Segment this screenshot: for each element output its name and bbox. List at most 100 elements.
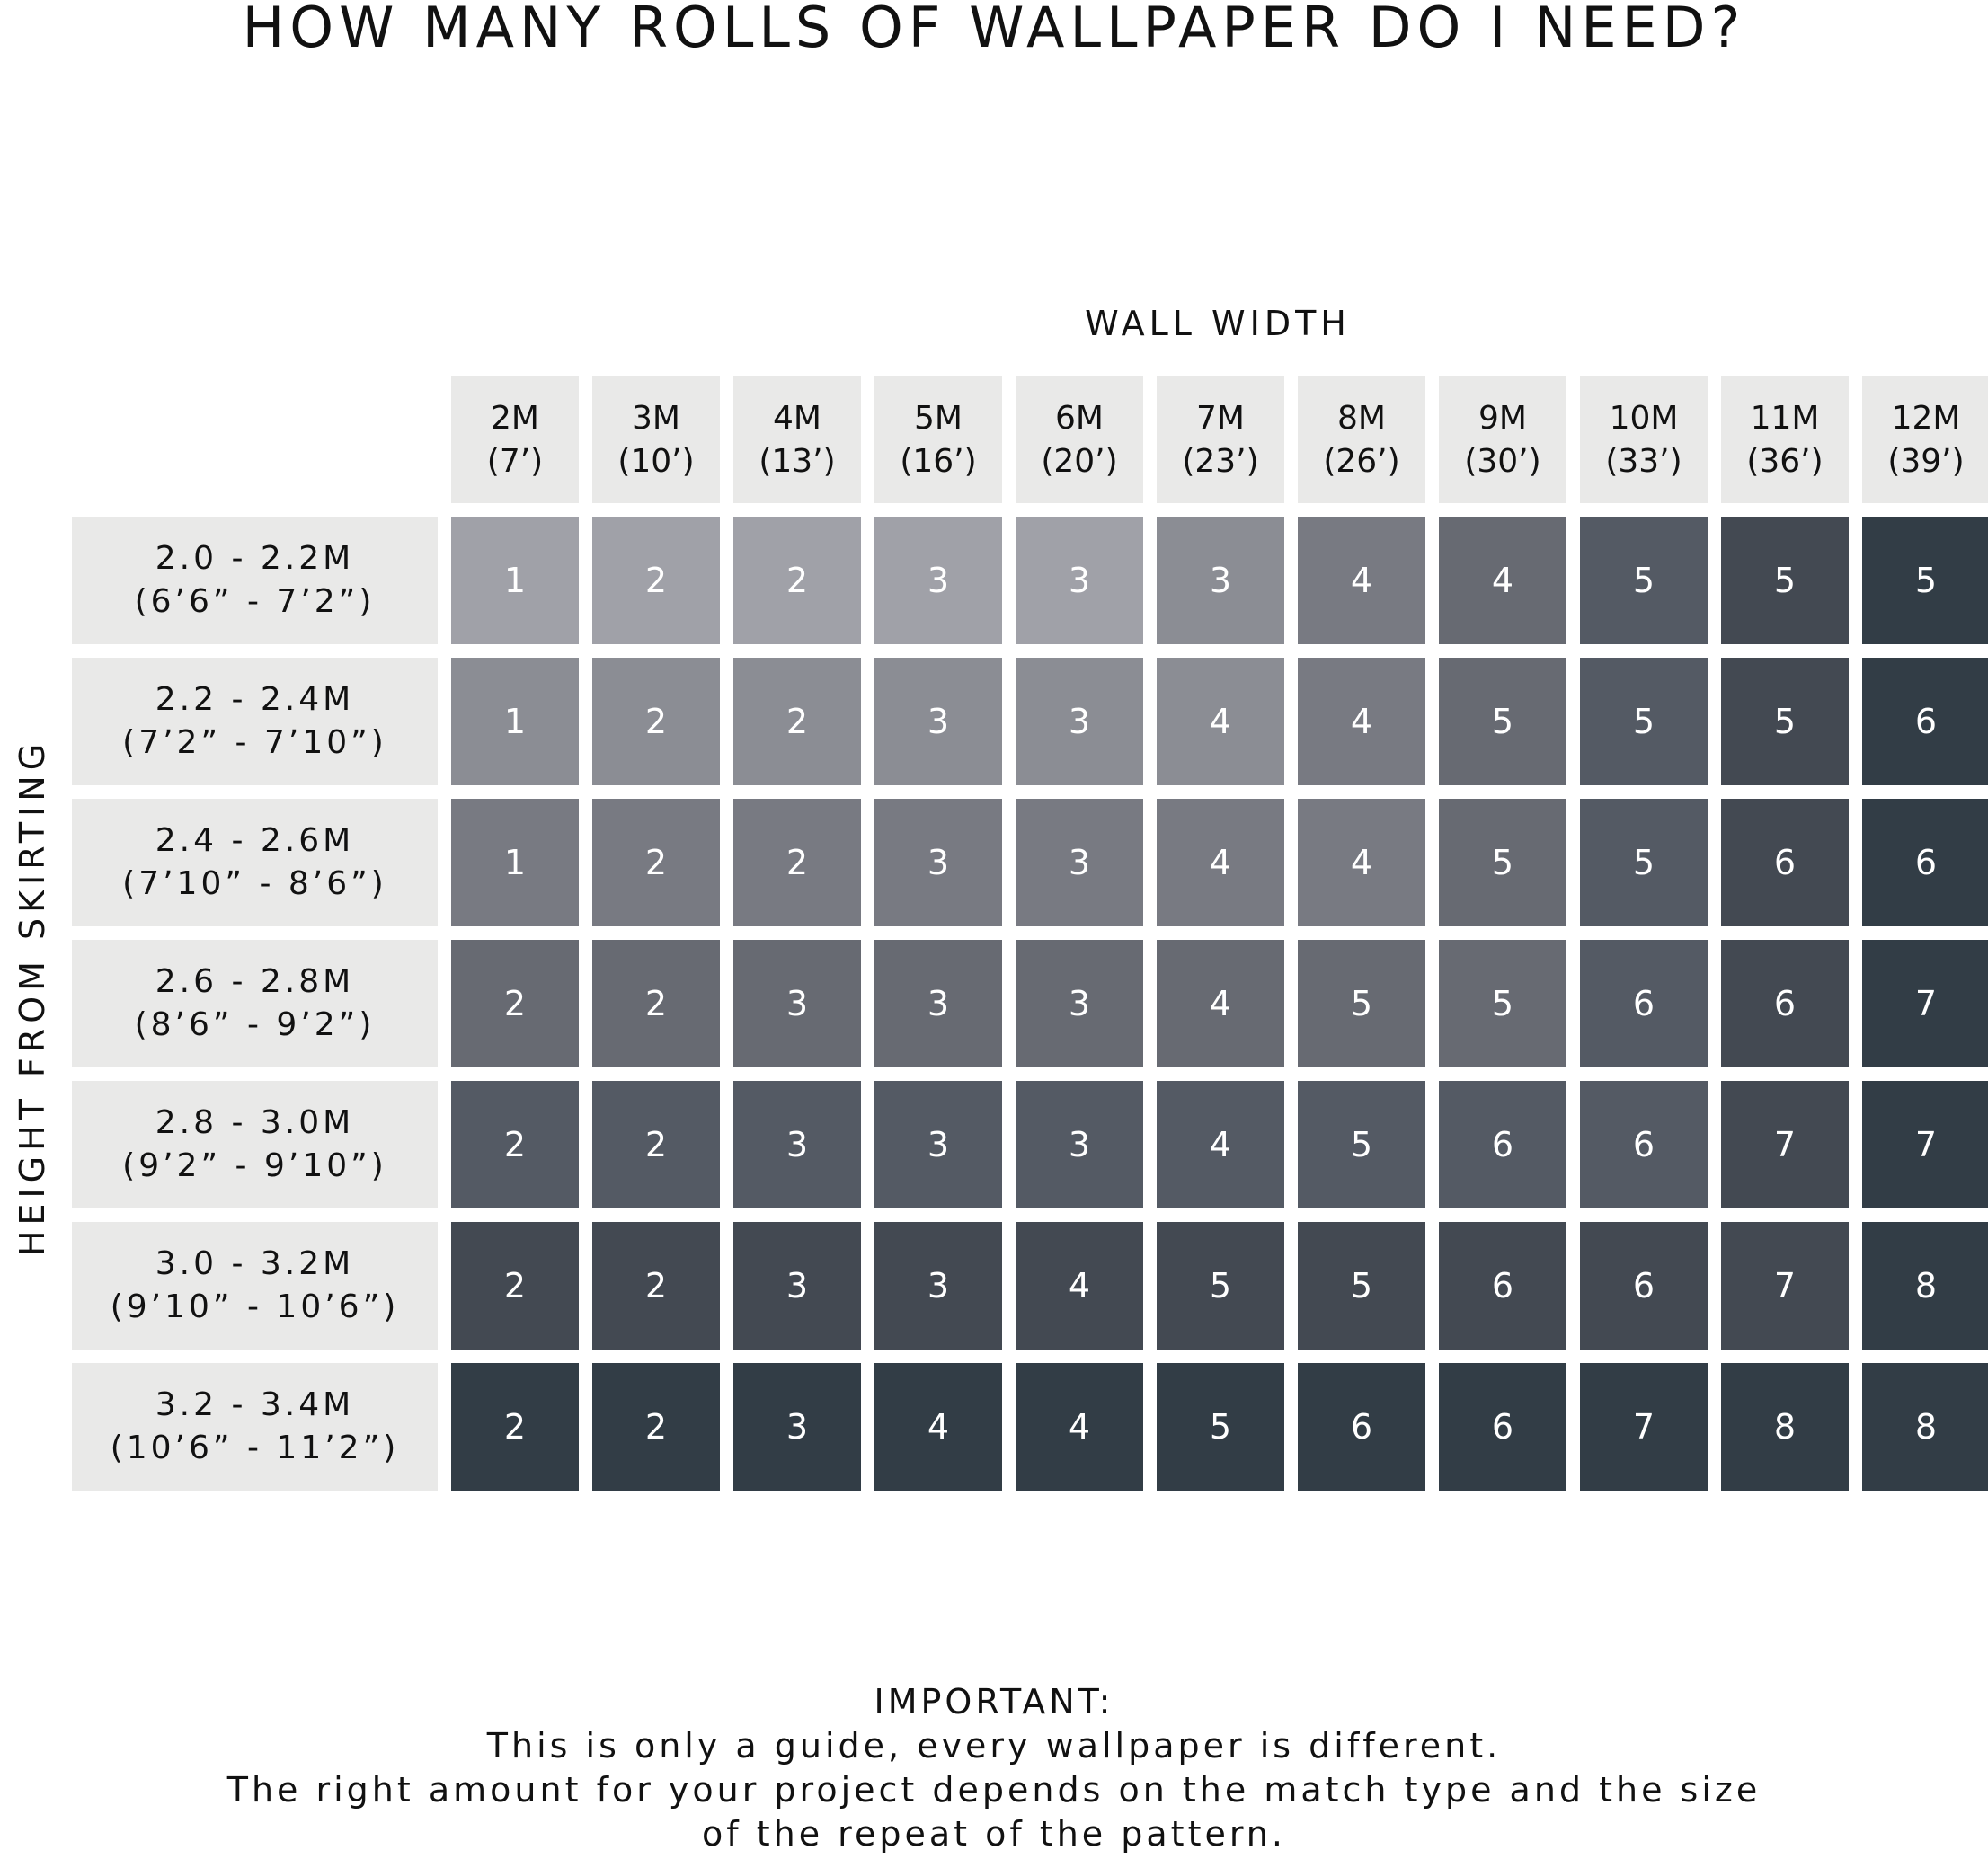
rolls-cell: 7 [1862, 940, 1988, 1067]
column-header: 5M (16’) [874, 376, 1002, 503]
rolls-cell: 5 [1439, 658, 1566, 785]
note-heading: IMPORTANT: [874, 1682, 1114, 1722]
column-header-imperial: (39’) [1887, 442, 1965, 480]
rolls-cell: 3 [874, 1222, 1002, 1350]
column-header: 8M (26’) [1298, 376, 1425, 503]
rolls-cell: 3 [1016, 1081, 1143, 1208]
rolls-cell: 4 [1439, 517, 1566, 644]
rolls-cell: 4 [1157, 1081, 1284, 1208]
column-header-metric: 5M [914, 399, 963, 437]
rolls-cell: 3 [874, 799, 1002, 926]
row-header-imperial: (6’6” - 7’2”) [134, 583, 376, 620]
rolls-cell: 2 [592, 1222, 720, 1350]
rolls-cell: 5 [1298, 1081, 1425, 1208]
column-header: 4M (13’) [733, 376, 861, 503]
column-header: 10M (33’) [1580, 376, 1708, 503]
rolls-cell: 5 [1721, 517, 1849, 644]
row-header: 2.0 - 2.2M (6’6” - 7’2”) [72, 517, 438, 644]
rolls-cell: 4 [1157, 799, 1284, 926]
note-line-2: The right amount for your project depend… [226, 1770, 1762, 1810]
note-line-1: This is only a guide, every wallpaper is… [486, 1726, 1502, 1766]
column-header-metric: 7M [1196, 399, 1245, 437]
row-header: 3.0 - 3.2M (9’10” - 10’6”) [72, 1222, 438, 1350]
rolls-cell: 2 [733, 517, 861, 644]
important-note: IMPORTANT: This is only a guide, every w… [0, 1680, 1988, 1856]
column-header: 9M (30’) [1439, 376, 1566, 503]
rolls-cell: 7 [1580, 1363, 1708, 1491]
column-header: 2M (7’) [451, 376, 579, 503]
column-header-imperial: (30’) [1464, 442, 1541, 480]
rolls-cell: 6 [1580, 1081, 1708, 1208]
rolls-cell: 4 [1016, 1222, 1143, 1350]
rolls-cell: 3 [1016, 799, 1143, 926]
rolls-cell: 2 [451, 1081, 579, 1208]
rolls-cell: 6 [1580, 940, 1708, 1067]
column-header-metric: 4M [773, 399, 821, 437]
column-header-imperial: (7’) [486, 442, 544, 480]
rolls-cell: 3 [874, 517, 1002, 644]
column-header-metric: 9M [1478, 399, 1527, 437]
row-header-metric: 3.2 - 3.4M [155, 1386, 355, 1423]
rolls-cell: 2 [733, 799, 861, 926]
rolls-cell: 1 [451, 517, 579, 644]
column-header-metric: 10M [1609, 399, 1679, 437]
rolls-cell: 1 [451, 799, 579, 926]
rolls-cell: 6 [1580, 1222, 1708, 1350]
rolls-cell: 2 [451, 940, 579, 1067]
rolls-cell: 5 [1439, 940, 1566, 1067]
rolls-cell: 5 [1862, 517, 1988, 644]
column-header-imperial: (33’) [1605, 442, 1682, 480]
rolls-cell: 2 [592, 1363, 720, 1491]
rolls-cell: 2 [451, 1222, 579, 1350]
rolls-cell: 6 [1721, 940, 1849, 1067]
rolls-cell: 6 [1721, 799, 1849, 926]
rolls-cell: 4 [874, 1363, 1002, 1491]
rolls-cell: 8 [1862, 1363, 1988, 1491]
rolls-cell: 3 [733, 1081, 861, 1208]
rolls-cell: 4 [1157, 658, 1284, 785]
row-header-imperial: (10’6” - 11’2”) [110, 1430, 400, 1466]
row-header-imperial: (9’2” - 9’10”) [122, 1147, 387, 1184]
rolls-cell: 2 [592, 1081, 720, 1208]
column-header-imperial: (23’) [1182, 442, 1259, 480]
rolls-cell: 5 [1721, 658, 1849, 785]
rolls-cell: 2 [592, 658, 720, 785]
rolls-cell: 4 [1298, 658, 1425, 785]
rolls-cell: 3 [1016, 658, 1143, 785]
row-header: 2.8 - 3.0M (9’2” - 9’10”) [72, 1081, 438, 1208]
rolls-cell: 5 [1580, 799, 1708, 926]
column-header-imperial: (36’) [1746, 442, 1824, 480]
rolls-cell: 2 [733, 658, 861, 785]
column-header-metric: 8M [1337, 399, 1386, 437]
rolls-cell: 5 [1157, 1222, 1284, 1350]
chart-title: HOW MANY ROLLS OF WALLPAPER DO I NEED? [242, 0, 1746, 60]
rolls-cell: 4 [1157, 940, 1284, 1067]
note-line-3: of the repeat of the pattern. [702, 1814, 1286, 1854]
rolls-cell: 4 [1298, 799, 1425, 926]
column-header-imperial: (13’) [759, 442, 836, 480]
rolls-cell: 5 [1157, 1363, 1284, 1491]
column-header-metric: 6M [1055, 399, 1104, 437]
row-header-imperial: (7’10” - 8’6”) [122, 865, 387, 902]
row-header-imperial: (8’6” - 9’2”) [134, 1006, 376, 1043]
rolls-cell: 4 [1016, 1363, 1143, 1491]
column-header: 11M (36’) [1721, 376, 1849, 503]
row-header-metric: 2.0 - 2.2M [155, 540, 355, 577]
rolls-cell: 3 [1016, 940, 1143, 1067]
row-header-imperial: (7’2” - 7’10”) [122, 724, 387, 761]
column-header-metric: 2M [491, 399, 539, 437]
column-header-imperial: (20’) [1041, 442, 1118, 480]
rolls-cell: 3 [874, 658, 1002, 785]
rolls-cell: 3 [733, 940, 861, 1067]
rolls-cell: 3 [874, 940, 1002, 1067]
row-header: 2.6 - 2.8M (8’6” - 9’2”) [72, 940, 438, 1067]
rolls-cell: 6 [1439, 1363, 1566, 1491]
row-header-metric: 2.6 - 2.8M [155, 963, 355, 1000]
rolls-cell: 1 [451, 658, 579, 785]
rolls-cell: 7 [1862, 1081, 1988, 1208]
rolls-cell: 4 [1298, 517, 1425, 644]
rolls-cell: 8 [1721, 1363, 1849, 1491]
rolls-cell: 5 [1439, 799, 1566, 926]
column-header-metric: 11M [1750, 399, 1820, 437]
rolls-cell: 2 [451, 1363, 579, 1491]
